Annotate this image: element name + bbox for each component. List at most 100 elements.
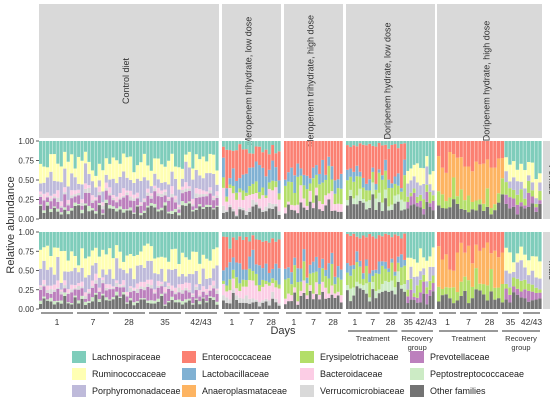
bar-segment	[493, 210, 497, 219]
bar-segment	[177, 292, 181, 300]
bar-segment	[167, 261, 171, 270]
bar-segment	[368, 301, 372, 309]
bar-segment	[73, 196, 77, 203]
bar-segment	[215, 232, 219, 248]
bar-segment	[125, 295, 129, 297]
bar-segment	[149, 303, 153, 309]
bar-segment	[244, 195, 248, 211]
bar-segment	[400, 254, 403, 268]
bar-segment	[52, 206, 56, 208]
bar-segment	[428, 141, 432, 175]
bar-segment	[129, 190, 133, 197]
bar-segment	[191, 296, 195, 304]
bar-segment	[101, 209, 105, 214]
legend-item: Bacteroidaceae	[300, 368, 383, 380]
bar-segment	[403, 143, 406, 160]
bar-segment	[538, 141, 542, 174]
bar-segment	[77, 303, 81, 309]
bar-segment	[470, 141, 475, 172]
bar-segment	[311, 141, 315, 168]
bar-segment	[45, 292, 49, 300]
bar-segment	[222, 283, 225, 296]
bar-segment	[49, 289, 53, 294]
bar-segment	[422, 199, 426, 209]
bar-segment	[478, 141, 482, 165]
bar-segment	[371, 270, 375, 276]
bar-segment	[419, 279, 422, 293]
bar-segment	[261, 241, 265, 269]
day-tick-label: 1	[445, 317, 450, 327]
bar-segment	[56, 190, 60, 198]
bar-segment	[299, 175, 303, 186]
bar-segment	[238, 188, 242, 193]
day-tick-label: 35	[404, 317, 414, 327]
bar-segment	[139, 288, 143, 299]
bar-segment	[296, 268, 300, 283]
bar-segment	[94, 211, 98, 214]
bar-segment	[198, 290, 202, 295]
bar-segment	[277, 199, 281, 212]
bar-segment	[296, 282, 300, 302]
bar-segment	[241, 298, 245, 303]
bar-segment	[153, 303, 157, 309]
bar-segment	[170, 285, 174, 290]
bar-segment	[156, 158, 160, 180]
bar-segment	[390, 262, 394, 281]
bar-segment	[504, 141, 508, 158]
bar-segment	[212, 297, 216, 300]
bar-segment	[142, 245, 146, 268]
bar-segment	[277, 305, 281, 309]
bar-segment	[56, 163, 60, 182]
bar-segment	[339, 295, 343, 303]
bar-segment	[523, 279, 527, 290]
y-tick-label: 1.00	[18, 137, 34, 146]
bar-segment	[264, 280, 268, 285]
bar-segment	[428, 203, 432, 208]
bar-segment	[187, 186, 191, 189]
bar-segment	[346, 145, 349, 170]
bar-segment	[523, 170, 527, 189]
day-tick-label: 28	[124, 317, 134, 327]
bar-segment	[315, 232, 318, 257]
bar-segment	[254, 141, 258, 147]
bar-segment	[167, 184, 171, 197]
bar-segment	[70, 173, 74, 191]
bar-segment	[412, 164, 416, 177]
bar-segment	[101, 170, 105, 192]
bar-segment	[440, 141, 445, 168]
bar-segment	[191, 293, 195, 295]
bar-segment	[153, 258, 157, 274]
bar-segment	[365, 259, 368, 266]
bar-segment	[191, 274, 195, 294]
bar-segment	[104, 202, 108, 219]
bar-segment	[355, 176, 359, 196]
bar-segment	[149, 285, 153, 289]
bar-segment	[538, 190, 542, 201]
bar-segment	[160, 281, 164, 285]
bar-segment	[132, 279, 136, 288]
bar-segment	[241, 239, 245, 270]
bar-segment	[115, 232, 119, 246]
bar-segment	[527, 260, 531, 276]
bar-segment	[431, 190, 435, 196]
bar-segment	[201, 286, 205, 291]
bar-segment	[225, 141, 229, 150]
bar-segment	[459, 242, 463, 282]
bar-segment	[208, 289, 212, 291]
bar-segment	[508, 273, 512, 288]
bar-segment	[489, 141, 493, 168]
bar-segment	[146, 243, 150, 261]
bar-segment	[191, 141, 195, 169]
row-strip	[543, 232, 550, 309]
bar-segment	[174, 232, 178, 249]
bar-segment	[384, 233, 387, 262]
bar-segment	[425, 293, 429, 305]
bar-segment	[77, 156, 81, 184]
bar-segment	[84, 296, 88, 299]
legend-swatch	[410, 351, 424, 363]
bar-segment	[132, 182, 136, 195]
day-tick-label: 28	[386, 317, 396, 327]
bar-segment	[425, 260, 429, 282]
bar-segment	[125, 190, 129, 193]
bar-segment	[139, 215, 143, 219]
